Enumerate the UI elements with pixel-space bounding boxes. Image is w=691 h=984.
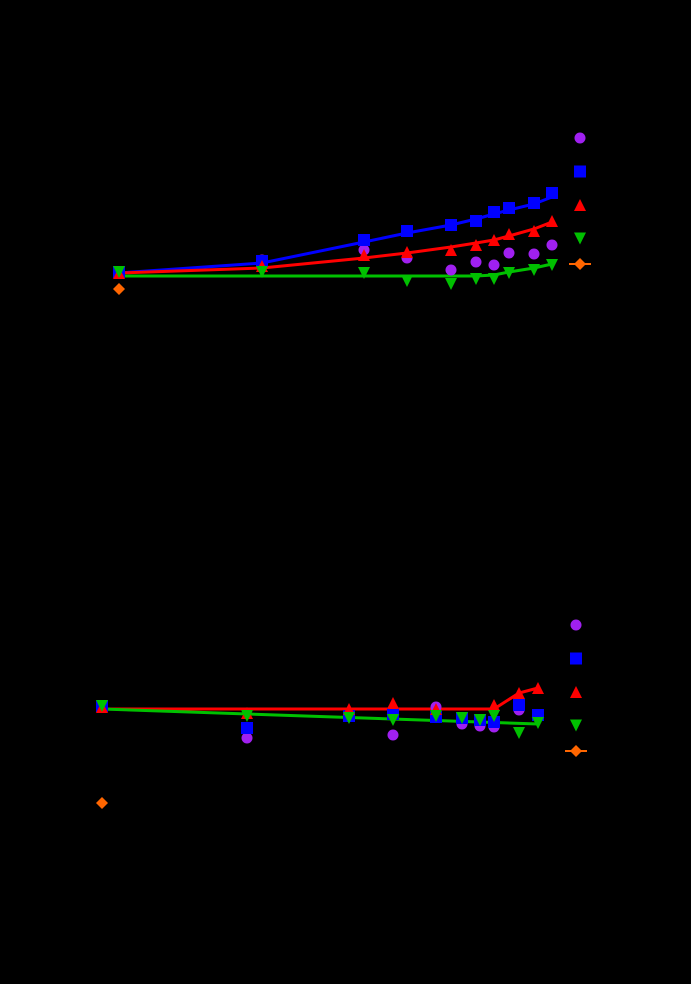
data-point (546, 215, 558, 227)
data-point (513, 727, 525, 739)
legend-symbol (570, 652, 582, 665)
data-point (546, 239, 558, 251)
data-point (470, 256, 482, 268)
data-point (488, 259, 500, 271)
data-point (474, 714, 486, 726)
data-point (241, 732, 253, 744)
data-point (113, 266, 125, 278)
legend-symbol (570, 745, 582, 757)
data-point (470, 239, 482, 251)
data-point (387, 729, 399, 741)
legend-symbol (574, 258, 586, 270)
data-point (401, 275, 413, 287)
data-point (470, 215, 482, 227)
data-point (96, 797, 108, 809)
data-point (456, 712, 468, 724)
data-point (488, 234, 500, 246)
data-point (343, 712, 355, 724)
data-point (401, 246, 413, 258)
data-point (528, 197, 540, 209)
data-point (358, 234, 370, 246)
legend-symbol (574, 199, 586, 211)
data-point (528, 225, 540, 237)
legend-symbol (570, 719, 582, 732)
data-point (503, 247, 515, 259)
data-point (488, 710, 500, 722)
fit-line (118, 195, 553, 275)
data-point (528, 248, 540, 260)
legend-symbol (574, 165, 586, 178)
data-point (532, 717, 544, 729)
data-point (445, 244, 457, 256)
data-point (430, 710, 442, 722)
data-point (445, 219, 457, 231)
data-point (503, 202, 515, 214)
legend-symbol (574, 232, 586, 245)
data-point (387, 714, 399, 726)
data-point (503, 228, 515, 240)
fit-line (118, 220, 553, 275)
data-point (528, 264, 540, 276)
data-point (513, 687, 525, 699)
data-point (401, 225, 413, 237)
fit-line (102, 686, 539, 711)
data-point (96, 700, 108, 712)
data-point (241, 722, 253, 734)
data-point (387, 697, 399, 709)
data-point (445, 264, 457, 276)
legend-symbol (574, 132, 586, 144)
data-point (503, 267, 515, 279)
data-point (488, 273, 500, 285)
data-point (113, 283, 125, 295)
data-point (470, 273, 482, 285)
data-point (513, 699, 525, 711)
data-point (445, 278, 457, 290)
data-point (358, 267, 370, 279)
data-point (532, 682, 544, 694)
data-point (241, 710, 253, 722)
data-point (358, 249, 370, 261)
legend-symbol (570, 619, 582, 631)
fit-line (119, 262, 553, 278)
data-point (488, 206, 500, 218)
data-point (256, 266, 268, 278)
data-point (546, 187, 558, 199)
data-point (546, 259, 558, 271)
data-point (488, 699, 500, 711)
legend-symbol (570, 686, 582, 698)
